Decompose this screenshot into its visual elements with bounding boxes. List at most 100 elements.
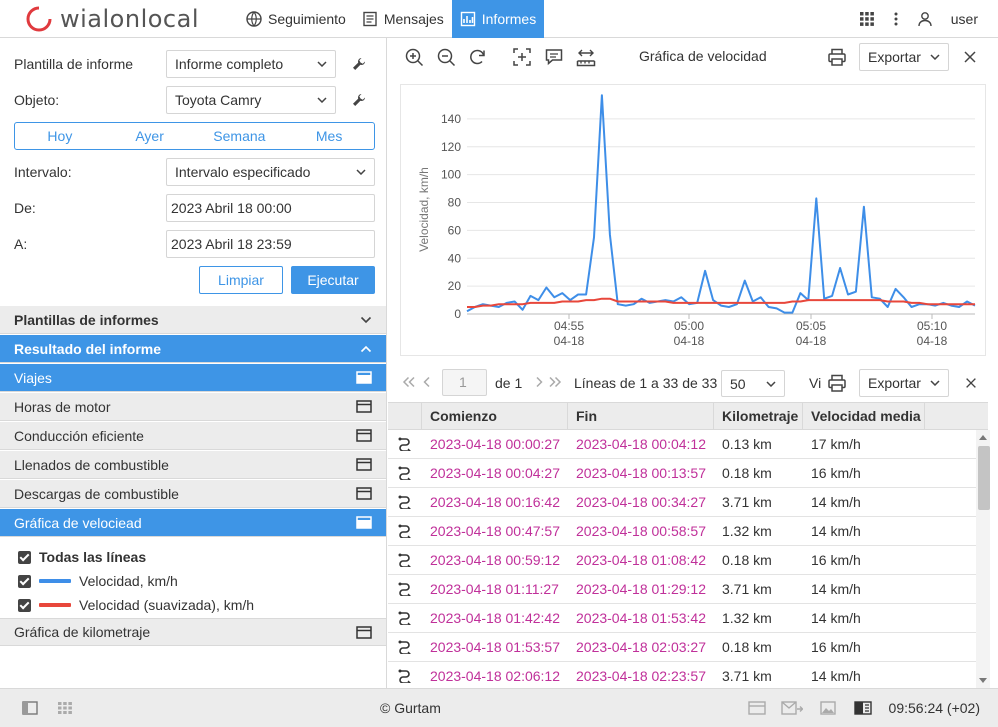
execute-button[interactable]: Ejecutar — [291, 266, 375, 294]
quick-yesterday[interactable]: Ayer — [135, 128, 164, 144]
cell-start[interactable]: 2023-04-18 00:04:27 — [430, 465, 560, 481]
zoom-in-icon[interactable] — [404, 47, 424, 67]
cell-start[interactable]: 2023-04-18 01:53:57 — [430, 639, 560, 655]
object-select[interactable]: Toyota Camry — [166, 86, 336, 114]
header-start[interactable]: Comienzo — [422, 403, 568, 430]
prev-page-icon[interactable] — [422, 376, 432, 388]
header-mileage[interactable]: Kilometraje — [714, 403, 803, 430]
table-row[interactable]: 2023-04-18 02:06:12 2023-04-18 02:23:57 3.… — [388, 662, 976, 688]
cell-start[interactable]: 2023-04-18 00:59:12 — [430, 552, 560, 568]
cell-end[interactable]: 2023-04-18 01:29:12 — [576, 581, 706, 597]
trip-route-icon[interactable] — [398, 669, 412, 683]
wrench-icon[interactable] — [352, 93, 366, 107]
quick-month[interactable]: Mes — [315, 128, 343, 144]
cell-start[interactable]: 2023-04-18 02:06:12 — [430, 668, 560, 684]
chart-export-dropdown[interactable]: Exportar — [859, 43, 949, 71]
cell-start[interactable]: 2023-04-18 00:00:27 — [430, 436, 560, 452]
nav-tracking[interactable]: Seguimiento — [238, 0, 354, 38]
trip-route-icon[interactable] — [398, 553, 412, 567]
comments-icon[interactable] — [544, 47, 564, 67]
select-area-icon[interactable] — [512, 47, 532, 67]
page-number-input[interactable]: 1 — [442, 369, 487, 396]
print-icon[interactable] — [827, 47, 847, 67]
cell-start[interactable]: 2023-04-18 01:42:42 — [430, 610, 560, 626]
cell-end[interactable]: 2023-04-18 00:58:57 — [576, 523, 706, 539]
cell-start[interactable]: 2023-04-18 00:47:57 — [430, 523, 560, 539]
trip-route-icon[interactable] — [398, 524, 412, 538]
table-row[interactable]: 2023-04-18 00:00:27 2023-04-18 00:04:12 0.… — [388, 430, 976, 459]
line-toggle-speed[interactable]: Velocidad, km/h — [18, 571, 178, 591]
sidebar-toggle-icon[interactable] — [22, 701, 38, 715]
scroll-up-icon[interactable] — [979, 434, 987, 440]
trip-route-icon[interactable] — [398, 437, 412, 451]
result-item-fuel-drains[interactable]: Descargas de combustible — [0, 480, 386, 508]
next-page-icon[interactable] — [534, 376, 544, 388]
cell-end[interactable]: 2023-04-18 01:08:42 — [576, 552, 706, 568]
table-row[interactable]: 2023-04-18 01:11:27 2023-04-18 01:29:12 3.… — [388, 575, 976, 604]
image-icon[interactable] — [820, 701, 836, 715]
interval-select[interactable]: Intervalo especificado — [166, 158, 375, 186]
table-export-dropdown[interactable]: Exportar — [859, 369, 949, 397]
header-avg-speed[interactable]: Velocidad media — [803, 403, 925, 430]
cell-end[interactable]: 2023-04-18 00:13:57 — [576, 465, 706, 481]
table-row[interactable]: 2023-04-18 01:53:57 2023-04-18 02:03:27 0.… — [388, 633, 976, 662]
template-select[interactable]: Informe completo — [166, 50, 336, 78]
apps-grid-icon[interactable] — [859, 11, 875, 27]
trip-route-icon[interactable] — [398, 582, 412, 596]
result-item-mileage-chart[interactable]: Gráfica de kilometraje — [0, 618, 386, 646]
table-row[interactable]: 2023-04-18 00:16:42 2023-04-18 00:34:27 3.… — [388, 488, 976, 517]
panel-layout-icon[interactable] — [854, 701, 872, 715]
section-report-templates[interactable]: Plantillas de informes — [0, 306, 386, 334]
table-row[interactable]: 2023-04-18 00:47:57 2023-04-18 00:58:57 1.… — [388, 517, 976, 546]
user-menu[interactable]: user — [917, 11, 978, 27]
intervals-icon[interactable] — [576, 47, 596, 67]
close-icon[interactable] — [962, 49, 978, 65]
cell-start[interactable]: 2023-04-18 00:16:42 — [430, 494, 560, 510]
page-size-select[interactable]: 50 — [721, 370, 785, 397]
reset-zoom-icon[interactable] — [468, 47, 488, 67]
scrollbar-thumb[interactable] — [978, 446, 990, 510]
cell-end[interactable]: 2023-04-18 00:04:12 — [576, 436, 706, 452]
more-vertical-icon[interactable] — [893, 11, 899, 27]
result-item-trips[interactable]: Viajes — [0, 364, 386, 392]
close-icon[interactable] — [964, 376, 978, 390]
section-report-result[interactable]: Resultado del informe — [0, 335, 386, 363]
table-row[interactable]: 2023-04-18 00:04:27 2023-04-18 00:13:57 0.… — [388, 459, 976, 488]
cell-end[interactable]: 2023-04-18 00:34:27 — [576, 494, 706, 510]
cell-end[interactable]: 2023-04-18 02:03:27 — [576, 639, 706, 655]
trip-route-icon[interactable] — [398, 495, 412, 509]
result-item-engine-hours[interactable]: Horas de motor — [0, 393, 386, 421]
trip-route-icon[interactable] — [398, 611, 412, 625]
scroll-down-icon[interactable] — [979, 678, 987, 684]
zoom-out-icon[interactable] — [436, 47, 456, 67]
trip-route-icon[interactable] — [398, 466, 412, 480]
table-row[interactable]: 2023-04-18 01:42:42 2023-04-18 01:53:42 1.… — [388, 604, 976, 633]
header-end[interactable]: Fin — [568, 403, 714, 430]
cell-end[interactable]: 2023-04-18 02:23:57 — [576, 668, 706, 684]
table-scrollbar[interactable] — [976, 430, 990, 688]
result-item-fuel-fillings[interactable]: Llenados de combustible — [0, 451, 386, 479]
first-page-icon[interactable] — [402, 376, 416, 388]
to-date-input[interactable]: 2023 Abril 18 23:59 — [166, 230, 375, 258]
cell-start[interactable]: 2023-04-18 01:11:27 — [430, 581, 559, 597]
grid-layout-icon[interactable] — [57, 701, 73, 715]
cell-end[interactable]: 2023-04-18 01:53:42 — [576, 610, 706, 626]
quick-week[interactable]: Semana — [213, 128, 266, 144]
result-item-speed-chart[interactable]: Gráfica de velociead — [0, 509, 386, 537]
print-icon[interactable] — [827, 373, 847, 393]
line-toggle-smoothed[interactable]: Velocidad (suavizada), km/h — [18, 595, 254, 615]
clear-button[interactable]: Limpiar — [199, 266, 283, 294]
trip-route-icon[interactable] — [398, 640, 412, 654]
from-date-input[interactable]: 2023 Abril 18 00:00 — [166, 194, 375, 222]
notifications-icon[interactable] — [748, 701, 766, 715]
last-page-icon[interactable] — [548, 376, 562, 388]
line-toggle-all[interactable]: Todas las líneas — [18, 547, 146, 567]
app-logo[interactable]: wialonlocal — [24, 4, 199, 34]
wrench-icon[interactable] — [352, 57, 366, 71]
quick-today[interactable]: Hoy — [47, 128, 73, 144]
table-row[interactable]: 2023-04-18 00:59:12 2023-04-18 01:08:42 0.… — [388, 546, 976, 575]
send-message-icon[interactable] — [781, 701, 803, 715]
result-item-eco-driving[interactable]: Conducción eficiente — [0, 422, 386, 450]
speed-chart[interactable]: 0 20 40 60 80 100 120 140 Velocidad, km/h 04:55 04… — [400, 84, 986, 356]
nav-reports[interactable]: Informes — [451, 0, 545, 38]
